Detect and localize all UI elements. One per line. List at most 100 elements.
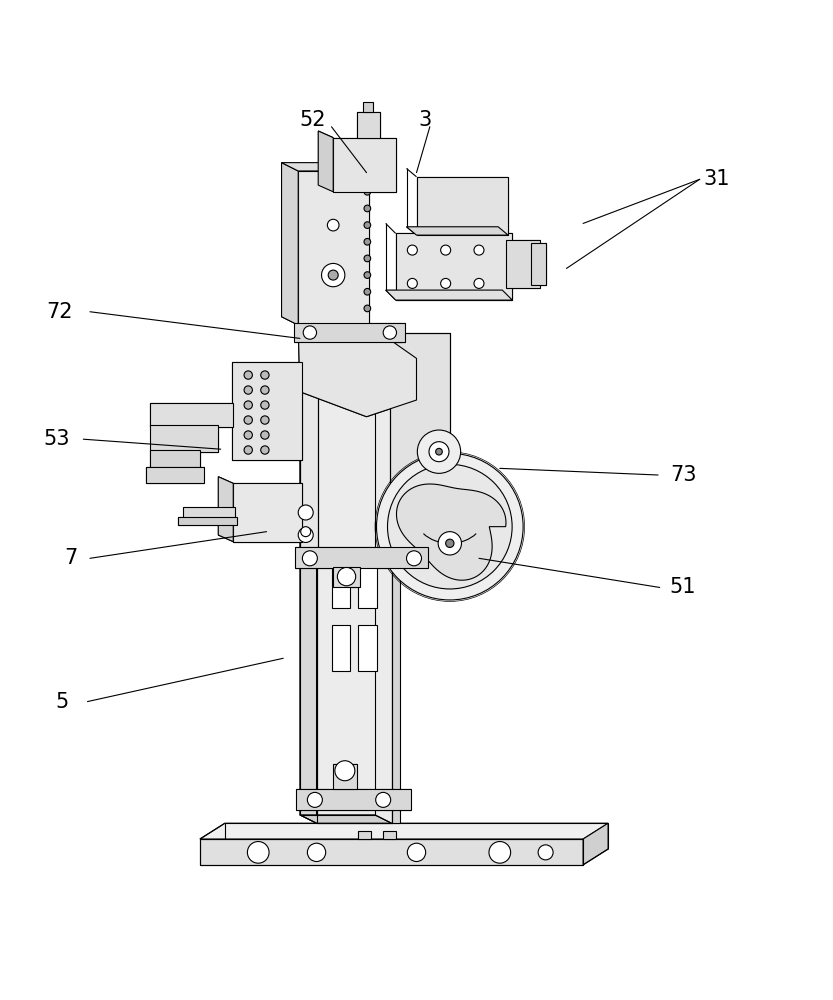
- Polygon shape: [300, 815, 392, 823]
- Text: 3: 3: [418, 110, 431, 130]
- Circle shape: [377, 453, 523, 600]
- Circle shape: [322, 263, 345, 287]
- Circle shape: [441, 245, 451, 255]
- Circle shape: [307, 792, 322, 807]
- Polygon shape: [218, 477, 233, 542]
- Polygon shape: [386, 290, 512, 300]
- Text: 51: 51: [670, 577, 696, 597]
- Circle shape: [261, 446, 269, 454]
- Bar: [146, 467, 204, 483]
- Circle shape: [376, 178, 382, 185]
- Bar: [298, 325, 402, 342]
- Circle shape: [476, 193, 486, 203]
- Circle shape: [364, 255, 371, 262]
- Bar: [300, 383, 318, 550]
- Circle shape: [303, 326, 317, 339]
- Bar: [506, 240, 540, 288]
- Text: 52: 52: [299, 110, 326, 130]
- Bar: [150, 450, 200, 467]
- Circle shape: [261, 401, 269, 409]
- Circle shape: [328, 270, 338, 280]
- Text: 53: 53: [43, 429, 70, 449]
- Circle shape: [364, 272, 371, 278]
- Text: 31: 31: [703, 169, 730, 189]
- Circle shape: [301, 527, 311, 537]
- Circle shape: [244, 431, 252, 439]
- Circle shape: [441, 278, 451, 288]
- Circle shape: [489, 842, 511, 863]
- Bar: [390, 333, 450, 567]
- Polygon shape: [282, 163, 298, 325]
- Circle shape: [335, 761, 355, 781]
- Circle shape: [364, 222, 371, 228]
- Polygon shape: [298, 325, 416, 417]
- Polygon shape: [407, 227, 508, 235]
- Bar: [357, 112, 380, 138]
- Bar: [333, 764, 357, 789]
- Circle shape: [474, 278, 484, 288]
- Bar: [363, 102, 373, 112]
- Bar: [296, 789, 411, 810]
- Circle shape: [261, 386, 269, 394]
- Bar: [332, 625, 350, 671]
- Bar: [416, 177, 508, 235]
- Circle shape: [451, 213, 461, 223]
- Circle shape: [359, 178, 366, 185]
- Bar: [358, 625, 377, 671]
- Circle shape: [451, 193, 461, 203]
- Bar: [392, 348, 400, 823]
- Circle shape: [307, 843, 326, 862]
- Bar: [358, 557, 377, 608]
- Circle shape: [261, 371, 269, 379]
- Circle shape: [376, 165, 382, 172]
- Circle shape: [302, 551, 317, 566]
- Circle shape: [519, 260, 527, 268]
- Polygon shape: [318, 131, 333, 192]
- Circle shape: [359, 165, 366, 172]
- Bar: [150, 425, 218, 452]
- Circle shape: [538, 845, 553, 860]
- Circle shape: [298, 527, 313, 542]
- Circle shape: [429, 442, 449, 462]
- Circle shape: [311, 328, 322, 339]
- Bar: [200, 839, 583, 865]
- Circle shape: [417, 430, 461, 473]
- Circle shape: [244, 401, 252, 409]
- Circle shape: [244, 446, 252, 454]
- Circle shape: [407, 278, 417, 288]
- Bar: [233, 483, 302, 542]
- Circle shape: [364, 188, 371, 195]
- Circle shape: [476, 213, 486, 223]
- Circle shape: [446, 539, 454, 547]
- Polygon shape: [300, 340, 317, 823]
- Bar: [232, 362, 302, 460]
- Circle shape: [376, 792, 391, 807]
- Circle shape: [426, 193, 436, 203]
- Bar: [396, 233, 512, 300]
- Circle shape: [426, 213, 436, 223]
- Circle shape: [244, 371, 252, 379]
- Bar: [383, 831, 396, 839]
- Circle shape: [342, 178, 349, 185]
- Text: 73: 73: [670, 465, 696, 485]
- Circle shape: [244, 416, 252, 424]
- Circle shape: [327, 219, 339, 231]
- Circle shape: [362, 118, 374, 129]
- Circle shape: [510, 260, 518, 268]
- Polygon shape: [583, 823, 608, 865]
- Bar: [294, 323, 405, 342]
- Circle shape: [387, 464, 512, 589]
- Circle shape: [337, 567, 356, 586]
- Text: 72: 72: [47, 302, 73, 322]
- Bar: [183, 507, 235, 522]
- Circle shape: [261, 416, 269, 424]
- Circle shape: [436, 448, 442, 455]
- Polygon shape: [397, 484, 506, 580]
- Circle shape: [527, 260, 536, 268]
- Circle shape: [407, 245, 417, 255]
- Circle shape: [407, 843, 426, 862]
- Circle shape: [342, 165, 349, 172]
- Circle shape: [261, 431, 269, 439]
- Bar: [317, 348, 392, 823]
- Circle shape: [244, 386, 252, 394]
